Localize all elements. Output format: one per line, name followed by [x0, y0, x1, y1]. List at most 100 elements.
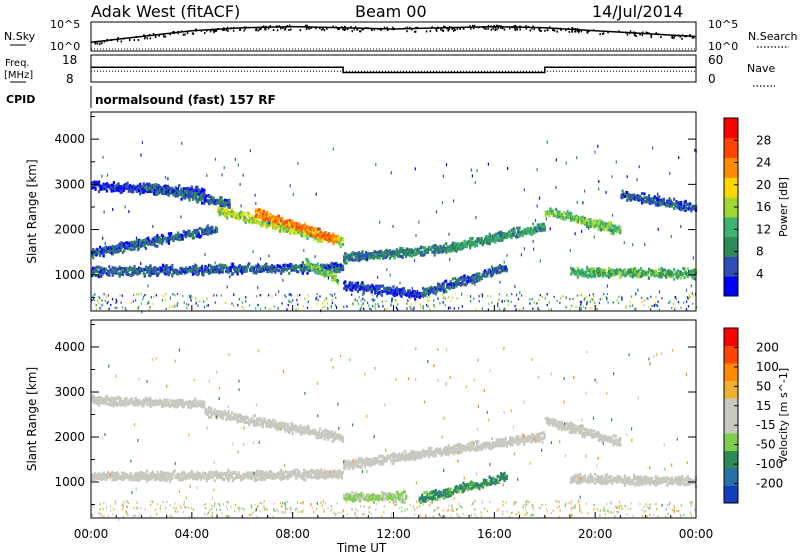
scatter-speck: [503, 300, 506, 303]
echo-cell: [678, 201, 681, 205]
echo-cell: [464, 282, 467, 286]
echo-cell: [424, 251, 427, 255]
echo-cell: [149, 274, 152, 278]
noise-sample: [323, 29, 326, 32]
scatter-speck: [685, 300, 688, 303]
scatter-speck: [481, 293, 484, 296]
echo-cell: [188, 231, 191, 235]
echo-cell: [531, 232, 534, 236]
scatter-speck: [242, 307, 245, 310]
scatter-speck: [507, 299, 509, 303]
echo-cell: [174, 233, 177, 237]
echo-cell: [471, 241, 474, 245]
echo-cell: [194, 231, 197, 234]
echo-cell: [332, 242, 335, 246]
echo-cell: [571, 267, 574, 271]
scatter-speck: [260, 294, 263, 297]
echo-cell: [384, 250, 387, 253]
echo-cell: [424, 249, 427, 253]
echo-cell: [155, 269, 158, 273]
noise-sample: [335, 26, 337, 29]
echo-cell: [119, 190, 122, 194]
echo-cell: [101, 186, 104, 190]
noise-sample: [288, 29, 290, 31]
noise-sample: [144, 36, 147, 38]
echo-cell: [451, 286, 455, 289]
echo-cell: [693, 204, 696, 208]
echo-cell: [359, 258, 362, 262]
echo-cell: [113, 267, 117, 271]
echo-cell: [639, 267, 643, 271]
echo-cell: [151, 188, 154, 192]
scatter-speck: [203, 306, 206, 309]
echo-cell: [443, 249, 447, 252]
echo-cell: [133, 265, 136, 269]
echo-cell: [665, 273, 668, 277]
echo-cell: [345, 288, 348, 292]
echo-cell: [234, 265, 237, 269]
noise-sample: [173, 32, 175, 34]
echo-cell: [141, 189, 144, 193]
echo-cell: [201, 192, 204, 196]
echo-cell: [326, 236, 329, 240]
scatter-speck: [657, 300, 659, 303]
echo-cell: [141, 186, 144, 190]
echo-cell: [496, 238, 499, 242]
echo-cell: [401, 249, 404, 253]
echo-cell: [96, 248, 99, 252]
echo-cell: [100, 185, 103, 188]
echo-cell: [623, 195, 626, 198]
echo-cell: [563, 211, 566, 215]
echo-cell: [367, 253, 370, 257]
echo-cell: [257, 220, 260, 223]
echo-cell: [446, 284, 449, 288]
echo-cell: [170, 232, 173, 235]
echo-cell: [598, 225, 601, 229]
echo-cell: [338, 270, 341, 274]
scatter-speck: [504, 308, 507, 311]
scatter-speck: [137, 308, 139, 311]
echo-cell: [629, 268, 632, 272]
scatter-speck: [92, 297, 95, 301]
echo-cell: [221, 202, 224, 206]
echo-cell: [99, 184, 102, 188]
noise-sample: [320, 28, 323, 31]
echo-cell: [330, 272, 333, 275]
echo-cell: [681, 205, 684, 209]
echo-cell: [403, 248, 406, 252]
noise-sample: [106, 38, 109, 41]
echo-cell: [276, 264, 279, 268]
echo-cell: [194, 272, 197, 276]
echo-cell: [113, 184, 117, 188]
noise-sample: [222, 29, 224, 31]
echo-cell: [555, 212, 558, 216]
echo-cell: [629, 274, 632, 278]
echo-cell: [94, 187, 97, 191]
scatter-speck: [374, 303, 377, 306]
scatter-speck: [669, 300, 671, 303]
echo-cell: [163, 265, 166, 269]
scatter-speck: [115, 301, 117, 305]
echo-cell: [124, 269, 127, 273]
echo-cell: [445, 242, 448, 246]
echo-cell: [241, 269, 244, 273]
echo-cell: [109, 270, 112, 274]
echo-cell: [156, 267, 159, 271]
echo-cell: [293, 231, 296, 235]
echo-cell: [629, 194, 632, 197]
echo-cell: [618, 272, 621, 276]
echo-cell: [561, 214, 565, 218]
echo-cell: [309, 230, 313, 234]
echo-cell: [478, 272, 481, 276]
echo-cell: [178, 184, 181, 188]
echo-cell: [542, 222, 545, 226]
echo-cell: [183, 232, 186, 236]
echo-cell: [539, 226, 542, 230]
echo-cell: [461, 276, 464, 280]
echo-cell: [492, 272, 495, 276]
echo-cell: [210, 198, 213, 202]
echo-cell: [111, 248, 114, 252]
echo-cell: [633, 274, 636, 277]
echo-cell: [332, 271, 335, 275]
echo-cell: [352, 258, 355, 262]
